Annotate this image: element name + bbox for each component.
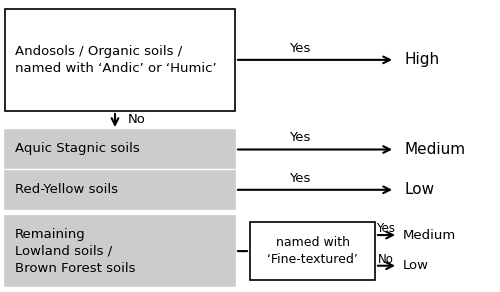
Text: Medium: Medium <box>402 229 456 241</box>
Text: No: No <box>378 253 394 265</box>
Text: Yes: Yes <box>376 222 396 235</box>
Text: High: High <box>405 52 440 67</box>
FancyBboxPatch shape <box>5 130 235 168</box>
FancyBboxPatch shape <box>5 171 235 209</box>
Text: Yes: Yes <box>290 42 310 55</box>
Text: Medium: Medium <box>405 142 466 157</box>
FancyBboxPatch shape <box>250 222 375 280</box>
Text: Aquic Stagnic soils: Aquic Stagnic soils <box>15 142 140 155</box>
FancyBboxPatch shape <box>5 9 235 111</box>
Text: Andosols / Organic soils /
named with ‘Andic’ or ‘Humic’: Andosols / Organic soils / named with ‘A… <box>15 45 216 75</box>
Text: Low: Low <box>402 259 428 272</box>
Text: named with
‘Fine-textured’: named with ‘Fine-textured’ <box>267 236 358 266</box>
Text: Remaining
Lowland soils /
Brown Forest soils: Remaining Lowland soils / Brown Forest s… <box>15 228 136 274</box>
Text: No: No <box>128 113 146 126</box>
Text: Yes: Yes <box>290 131 310 144</box>
Text: Red-Yellow soils: Red-Yellow soils <box>15 183 118 196</box>
Text: Low: Low <box>405 182 435 197</box>
Text: Yes: Yes <box>290 172 310 185</box>
FancyBboxPatch shape <box>5 216 235 286</box>
